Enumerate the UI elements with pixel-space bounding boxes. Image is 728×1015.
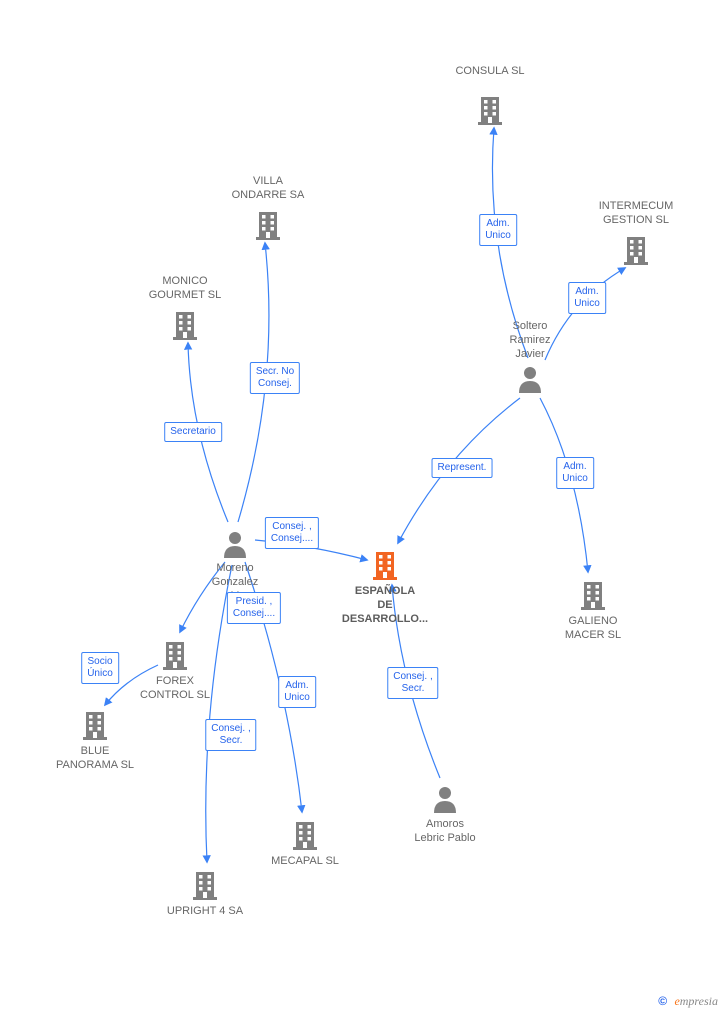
edge-label-forex-blue: Socio Único xyxy=(81,652,119,684)
node-upright-label: UPRIGHT 4 SA xyxy=(167,905,243,919)
edges-layer xyxy=(0,0,728,1015)
edge-moreno-villa xyxy=(238,243,269,522)
node-moreno-icon[interactable] xyxy=(222,530,248,563)
building-icon xyxy=(371,550,399,580)
node-monico-icon[interactable] xyxy=(171,310,199,345)
node-consula-label: CONSULA SL xyxy=(455,65,524,79)
edge-label-moreno-espanola: Consej. , Consej.... xyxy=(265,517,319,549)
node-intermecum-icon[interactable] xyxy=(622,235,650,270)
node-forex-label: FOREX CONTROL SL xyxy=(140,675,210,703)
edge-label-moreno-upright: Consej. , Secr. xyxy=(205,719,256,751)
edge-label-soltero-espanola: Represent. xyxy=(432,458,493,478)
node-mecapal-icon[interactable] xyxy=(291,820,319,855)
person-icon xyxy=(517,365,543,393)
person-icon xyxy=(432,785,458,813)
node-espanola-label: ESPAÑOLA DE DESARROLLO... xyxy=(342,585,428,626)
node-amoros-label: Amoros Lebric Pablo xyxy=(414,818,475,846)
node-upright-icon[interactable] xyxy=(191,870,219,905)
brand-rest: mpresia xyxy=(680,994,718,1008)
building-icon xyxy=(81,710,109,740)
edge-label-amoros-espanola: Consej. , Secr. xyxy=(387,667,438,699)
copyright-symbol: © xyxy=(658,994,667,1008)
building-icon xyxy=(254,210,282,240)
node-blue-icon[interactable] xyxy=(81,710,109,745)
edge-label-moreno-villa: Secr. No Consej. xyxy=(250,362,300,394)
edge-label-soltero-intermecum: Adm. Unico xyxy=(568,282,606,314)
edge-label-moreno-mecapal: Adm. Unico xyxy=(278,676,316,708)
building-icon xyxy=(476,95,504,125)
edge-label-moreno-monico: Secretario xyxy=(164,422,222,442)
node-soltero-icon[interactable] xyxy=(517,365,543,398)
edge-label-soltero-galieno: Adm. Unico xyxy=(556,457,594,489)
building-icon xyxy=(579,580,607,610)
node-villa-icon[interactable] xyxy=(254,210,282,245)
edge-soltero-intermecum xyxy=(545,268,625,360)
edge-soltero-espanola xyxy=(398,398,520,543)
node-moreno-label: Moreno Gonzalez M xyxy=(212,562,258,603)
building-icon xyxy=(291,820,319,850)
building-icon xyxy=(171,310,199,340)
node-galieno-label: GALIENO MACER SL xyxy=(565,615,621,643)
diagram-canvas: CONSULA SL VILLA ONDARRE SA INTERMECUM G… xyxy=(0,0,728,1015)
node-espanola-icon[interactable] xyxy=(371,550,399,585)
node-soltero-label: Soltero Ramirez Javier xyxy=(510,320,551,361)
node-monico-label: MONICO GOURMET SL xyxy=(149,275,222,303)
node-villa-label: VILLA ONDARRE SA xyxy=(232,175,305,203)
footer-attribution: © empresia xyxy=(658,994,718,1009)
node-galieno-icon[interactable] xyxy=(579,580,607,615)
node-mecapal-label: MECAPAL SL xyxy=(271,855,339,869)
edge-soltero-galieno xyxy=(540,398,588,572)
node-blue-label: BLUE PANORAMA SL xyxy=(56,745,134,773)
edge-moreno-monico xyxy=(188,343,228,522)
edge-moreno-upright xyxy=(206,565,232,862)
node-consula-icon[interactable] xyxy=(476,95,504,130)
node-intermecum-label: INTERMECUM GESTION SL xyxy=(599,200,674,228)
node-forex-icon[interactable] xyxy=(161,640,189,675)
node-amoros-icon[interactable] xyxy=(432,785,458,818)
building-icon xyxy=(622,235,650,265)
person-icon xyxy=(222,530,248,558)
edge-label-soltero-consula: Adm. Unico xyxy=(479,214,517,246)
building-icon xyxy=(191,870,219,900)
building-icon xyxy=(161,640,189,670)
edge-moreno-espanola xyxy=(255,540,367,560)
